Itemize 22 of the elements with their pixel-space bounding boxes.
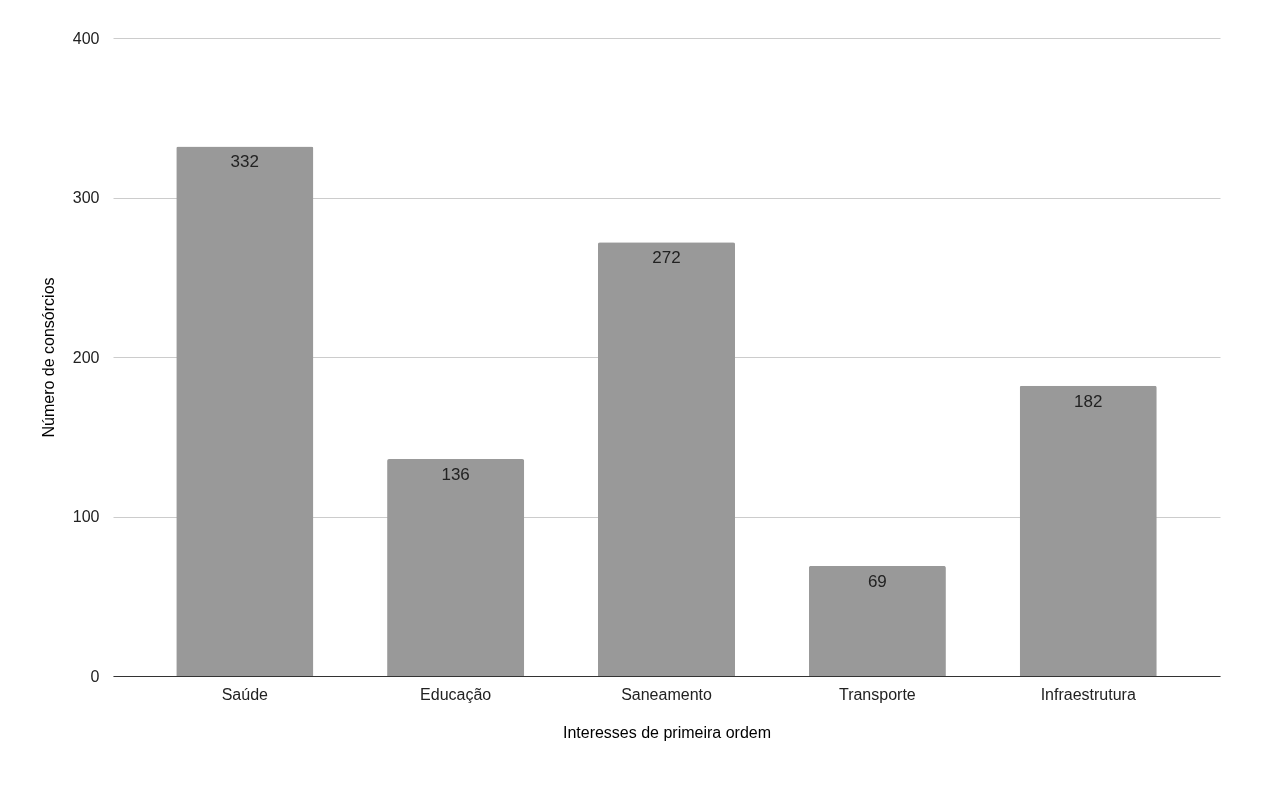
data-label: 69 xyxy=(867,571,887,591)
y-tick-label: 400 xyxy=(72,29,100,47)
data-label: 136 xyxy=(441,465,470,485)
y-tick-label: 0 xyxy=(90,667,100,685)
y-axis-title: Número de consórcios xyxy=(39,277,57,438)
x-axis-title: Interesses de primeira ordem xyxy=(562,723,772,741)
bar xyxy=(1019,385,1157,676)
y-tick-label: 100 xyxy=(72,508,100,525)
x-tick-label: Transporte xyxy=(838,685,916,703)
x-tick-label: Infraestrutura xyxy=(1040,685,1136,703)
y-tick-label: 200 xyxy=(72,348,100,366)
bar xyxy=(176,146,314,676)
x-tick-label: Saúde xyxy=(221,685,269,703)
y-tick-label: 300 xyxy=(72,189,100,206)
bar xyxy=(808,565,946,676)
bar xyxy=(387,459,525,676)
x-tick-label: Saneamento xyxy=(621,685,712,703)
bar xyxy=(597,242,736,676)
data-label: 272 xyxy=(652,248,681,268)
data-label: 332 xyxy=(230,152,259,172)
data-label: 182 xyxy=(1074,391,1103,411)
x-tick-label: Educação xyxy=(420,685,492,703)
